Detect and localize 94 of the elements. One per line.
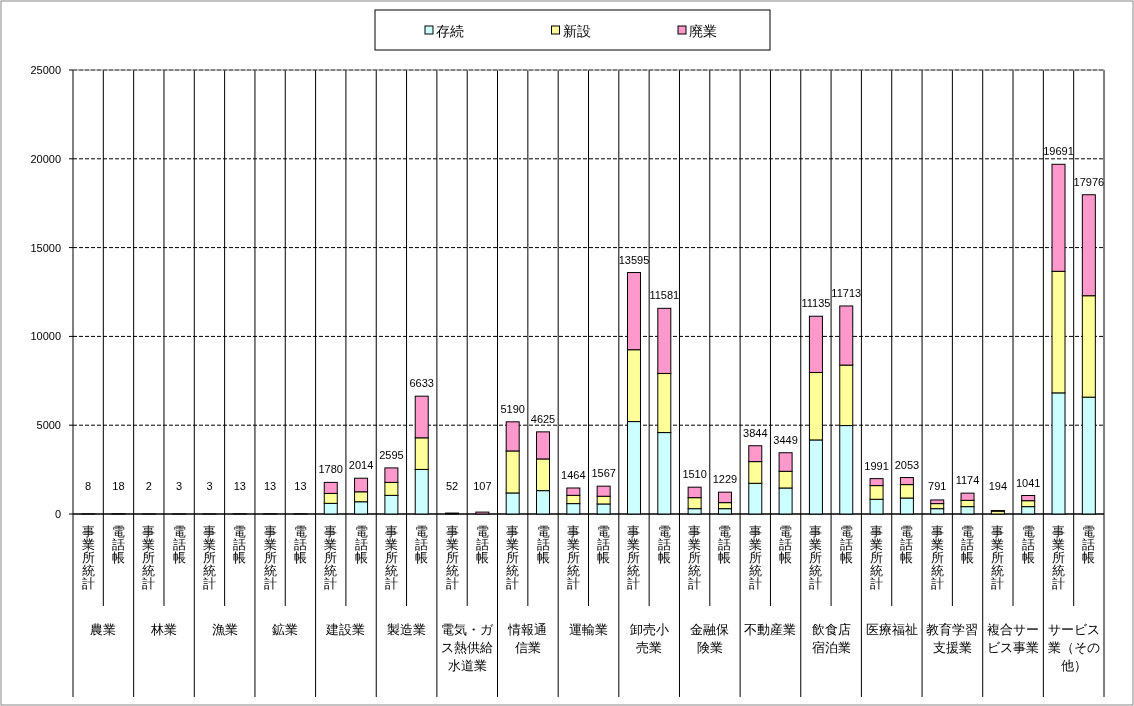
total-label: 11713 (831, 286, 862, 299)
text: 複合サービス事業 (987, 622, 1040, 655)
text: 情報通信業 (507, 622, 548, 655)
x-tick-label: 事業所統計 (1052, 524, 1066, 591)
text: 医療福祉 (865, 622, 918, 637)
total-label: 5190 (500, 402, 525, 415)
total-label: 1174 (955, 474, 980, 487)
total-label: 3 (206, 480, 213, 492)
x-tick-label: 電話帳 (354, 524, 368, 565)
total-label: 11135 (801, 297, 831, 310)
x-tick-label: 電話帳 (1082, 524, 1096, 565)
x-tick-label: 事業所統計 (991, 524, 1005, 591)
x-tick-label: 事業所統計 (324, 524, 338, 591)
text: 製造業 (387, 622, 427, 637)
total-label: 4625 (530, 412, 556, 425)
x-tick-label: 事業所統計 (930, 524, 944, 591)
total-label: 8 (85, 480, 92, 492)
x-tick-label: 事業所統計 (142, 524, 156, 591)
total-label: 52 (445, 480, 459, 492)
x-tick-label: 事業所統計 (81, 524, 95, 591)
y-tick-label: 0 (54, 508, 61, 520)
x-tick-label: 電話帳 (961, 524, 975, 565)
total-label: 1041 (1015, 476, 1041, 489)
x-tick-label: 電話帳 (475, 524, 489, 565)
total-label: 3 (176, 480, 183, 492)
x-tick-label: 電話帳 (233, 524, 247, 565)
total-label: 791 (928, 480, 947, 492)
total-label: 13 (294, 480, 307, 492)
total-label: 13 (263, 480, 277, 492)
x-tick-label: 事業所統計 (870, 524, 884, 591)
total-label: 1567 (591, 467, 616, 480)
x-tick-label: 事業所統計 (688, 524, 702, 591)
x-tick-label: 電話帳 (779, 524, 793, 565)
y-tick-label: 25000 (30, 64, 61, 76)
x-tick-label: 電話帳 (597, 524, 611, 565)
x-tick-label: 電話帳 (415, 524, 429, 565)
total-label: 18 (112, 480, 125, 492)
total-label: 1991 (864, 459, 889, 472)
text: 運輸業 (569, 622, 608, 637)
legend-label: 廃業 (689, 23, 717, 39)
total-label: 1780 (318, 463, 343, 476)
text: 不動産業 (744, 622, 797, 637)
total-label: 1464 (561, 469, 586, 481)
text: 金融保険業 (690, 622, 730, 655)
x-tick-label: 電話帳 (111, 524, 125, 565)
x-tick-label: 事業所統計 (445, 524, 459, 591)
x-tick-label: 電話帳 (536, 524, 550, 565)
text: サービス業（その他） (1047, 622, 1100, 673)
x-tick-label: 事業所統計 (384, 524, 398, 591)
text: 鉱業 (272, 622, 299, 637)
y-tick-label: 20000 (30, 152, 61, 165)
text: 漁業 (211, 622, 238, 637)
total-label: 1229 (712, 473, 738, 486)
total-label: 13595 (618, 253, 650, 266)
x-tick-label: 電話帳 (657, 524, 671, 565)
total-label: 2 (145, 480, 152, 492)
x-tick-label: 電話帳 (839, 524, 853, 565)
total-label: 2053 (894, 458, 920, 471)
text: 教育学習支援業 (926, 622, 979, 655)
total-label: 107 (473, 480, 492, 492)
x-tick-label: 電話帳 (293, 524, 307, 565)
text: 農業 (90, 622, 117, 637)
x-tick-label: 電話帳 (1021, 524, 1035, 565)
x-tick-label: 事業所統計 (506, 524, 520, 591)
x-tick-label: 電話帳 (172, 524, 186, 565)
bar (930, 499, 945, 505)
total-label: 11581 (649, 289, 680, 302)
total-label: 3844 (743, 426, 768, 439)
x-tick-label: 事業所統計 (202, 524, 216, 591)
total-label: 3449 (773, 433, 798, 446)
x-tick-label: 事業所統計 (566, 524, 580, 591)
total-label: 13 (233, 480, 246, 492)
total-label: 6633 (409, 377, 434, 390)
text: 林業 (149, 622, 177, 637)
legend-label: 新設 (562, 23, 591, 39)
total-label: 2595 (379, 448, 404, 461)
y-tick-label: 5000 (36, 419, 61, 432)
x-tick-label: 事業所統計 (627, 524, 641, 591)
y-tick-label: 10000 (30, 330, 61, 343)
x-tick-label: 電話帳 (900, 524, 914, 565)
y-tick-label: 15000 (30, 241, 61, 254)
total-label: 1510 (682, 468, 707, 481)
legend-label: 存続 (436, 23, 464, 39)
text: 電気・ガス熱供給水道業 (441, 622, 495, 673)
x-tick-label: 事業所統計 (809, 524, 823, 591)
x-tick-label: 事業所統計 (748, 524, 762, 591)
text: 飲食店宿泊業 (811, 622, 851, 655)
text: 卸売小売業 (629, 622, 669, 655)
total-label: 17976 (1073, 175, 1105, 188)
total-label: 194 (988, 480, 1008, 492)
text: 建設業 (325, 622, 366, 637)
total-label: 2014 (348, 459, 374, 472)
x-tick-label: 事業所統計 (263, 524, 277, 591)
x-tick-label: 電話帳 (718, 524, 732, 565)
